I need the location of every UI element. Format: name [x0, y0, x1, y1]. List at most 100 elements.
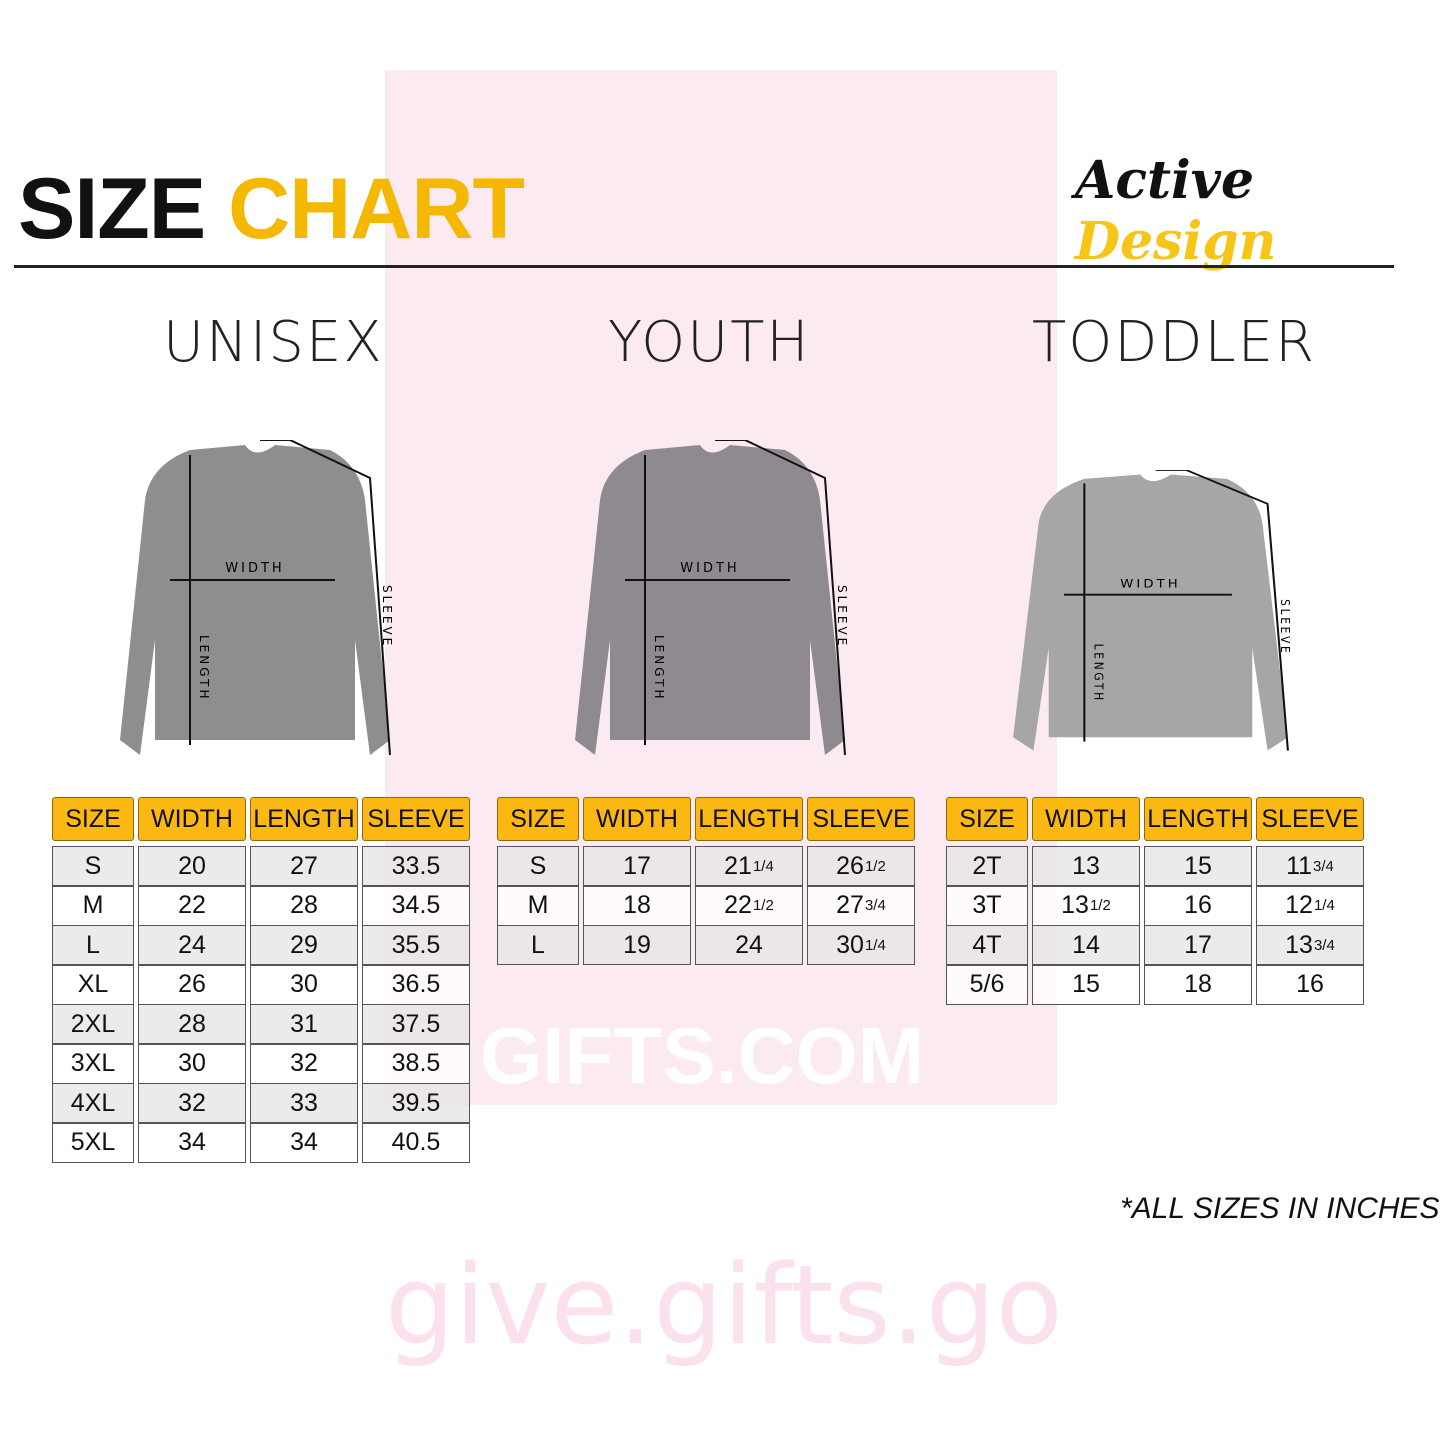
table-cell: 13 3/4: [1256, 925, 1364, 965]
table-cell: 26: [138, 964, 246, 1005]
sweatshirt-body: [575, 445, 845, 755]
table-cell: 16: [1256, 964, 1364, 1005]
table-cell: 19: [583, 925, 691, 965]
table-cell: 33.5: [362, 846, 470, 886]
column-header: LENGTH: [1144, 797, 1252, 841]
sweatshirt-body: [1013, 474, 1288, 751]
table-cell: L: [52, 925, 134, 965]
table-cell: 30: [250, 964, 358, 1005]
section-title-youth: YOUTH: [608, 310, 811, 375]
table-cell: 13 1/2: [1032, 885, 1140, 926]
table-cell: 34.5: [362, 885, 470, 926]
table-cell: 33: [250, 1083, 358, 1123]
table-cell: 30 1/4: [807, 925, 915, 965]
table-cell: 2XL: [52, 1004, 134, 1044]
table-cell: 37.5: [362, 1004, 470, 1044]
title-part1: SIZE: [18, 161, 206, 257]
table-cell: 15: [1032, 964, 1140, 1005]
table-cell: 4T: [946, 925, 1028, 965]
table-cell: 15: [1144, 846, 1252, 886]
table-cell: 14: [1032, 925, 1140, 965]
table-cell: 28: [138, 1004, 246, 1044]
column-header: WIDTH: [1032, 797, 1140, 841]
table-cell: 28: [250, 885, 358, 926]
column-header: WIDTH: [138, 797, 246, 841]
table-cell: 3T: [946, 885, 1028, 926]
sleeve-label: SLEEVE: [835, 585, 849, 648]
table-cell: 22 1/2: [695, 885, 803, 926]
table-cell: 32: [138, 1083, 246, 1123]
length-label: LENGTH: [1091, 644, 1106, 703]
watermark-brand: GIFTS.COM: [480, 1011, 925, 1100]
table-cell: 34: [138, 1122, 246, 1163]
width-label: WIDTH: [680, 561, 739, 576]
title-part2: CHART: [228, 161, 525, 257]
sweatshirt-diagram: WIDTH LENGTH SLEEVE: [575, 440, 849, 756]
page-title: SIZE CHART: [18, 160, 525, 259]
table-cell: 29: [250, 925, 358, 965]
table-cell: S: [52, 846, 134, 886]
table-cell: 4XL: [52, 1083, 134, 1123]
table-cell: 3XL: [52, 1043, 134, 1084]
column-header: SIZE: [946, 797, 1028, 841]
table-cell: 32: [250, 1043, 358, 1084]
table-cell: 22: [138, 885, 246, 926]
table-cell: 21 1/4: [695, 846, 803, 886]
sleeve-label: SLEEVE: [1278, 599, 1293, 655]
length-label: LENGTH: [652, 635, 666, 701]
table-cell: 27 3/4: [807, 885, 915, 926]
section-title-unisex: UNISEX: [163, 310, 384, 375]
table-cell: 13: [1032, 846, 1140, 886]
table-cell: 26 1/2: [807, 846, 915, 886]
column-header: LENGTH: [695, 797, 803, 841]
table-cell: 31: [250, 1004, 358, 1044]
sweatshirt-body: [120, 445, 390, 755]
table-cell: 30: [138, 1043, 246, 1084]
column-header: SLEEVE: [1256, 797, 1364, 841]
table-cell: XL: [52, 964, 134, 1005]
table-cell: S: [497, 846, 579, 886]
sweatshirt-diagram: WIDTH LENGTH SLEEVE: [1013, 470, 1293, 751]
table-cell: 39.5: [362, 1083, 470, 1123]
column-header: SIZE: [497, 797, 579, 841]
table-cell: 24: [695, 925, 803, 965]
sweatshirt-diagram: WIDTH LENGTH SLEEVE: [120, 440, 394, 756]
table-cell: 40.5: [362, 1122, 470, 1163]
table-cell: 5XL: [52, 1122, 134, 1163]
table-cell: 18: [583, 885, 691, 926]
table-cell: 36.5: [362, 964, 470, 1005]
logo-part2: Design: [1075, 211, 1277, 272]
brand-logo: Active Design: [1075, 150, 1445, 272]
table-cell: 27: [250, 846, 358, 886]
table-cell: L: [497, 925, 579, 965]
table-cell: 2T: [946, 846, 1028, 886]
table-cell: 18: [1144, 964, 1252, 1005]
column-header: WIDTH: [583, 797, 691, 841]
table-cell: 17: [1144, 925, 1252, 965]
units-note: *ALL SIZES IN INCHES: [1120, 1192, 1440, 1225]
table-cell: 34: [250, 1122, 358, 1163]
table-cell: 20: [138, 846, 246, 886]
table-cell: 38.5: [362, 1043, 470, 1084]
logo-part1: Active: [1075, 150, 1255, 211]
column-header: SIZE: [52, 797, 134, 841]
table-cell: M: [497, 885, 579, 926]
column-header: SLEEVE: [807, 797, 915, 841]
table-cell: 11 3/4: [1256, 846, 1364, 886]
table-cell: 16: [1144, 885, 1252, 926]
watermark-url: give.gifts.go: [385, 1241, 1063, 1369]
column-header: SLEEVE: [362, 797, 470, 841]
section-title-toddler: TODDLER: [1032, 310, 1317, 375]
table-cell: 12 1/4: [1256, 885, 1364, 926]
table-cell: 5/6: [946, 964, 1028, 1005]
table-cell: 24: [138, 925, 246, 965]
width-label: WIDTH: [225, 561, 284, 576]
divider: [14, 265, 1394, 268]
table-cell: 17: [583, 846, 691, 886]
width-label: WIDTH: [1120, 576, 1180, 590]
table-cell: 35.5: [362, 925, 470, 965]
table-cell: M: [52, 885, 134, 926]
column-header: LENGTH: [250, 797, 358, 841]
length-label: LENGTH: [197, 635, 211, 701]
sleeve-label: SLEEVE: [380, 585, 394, 648]
